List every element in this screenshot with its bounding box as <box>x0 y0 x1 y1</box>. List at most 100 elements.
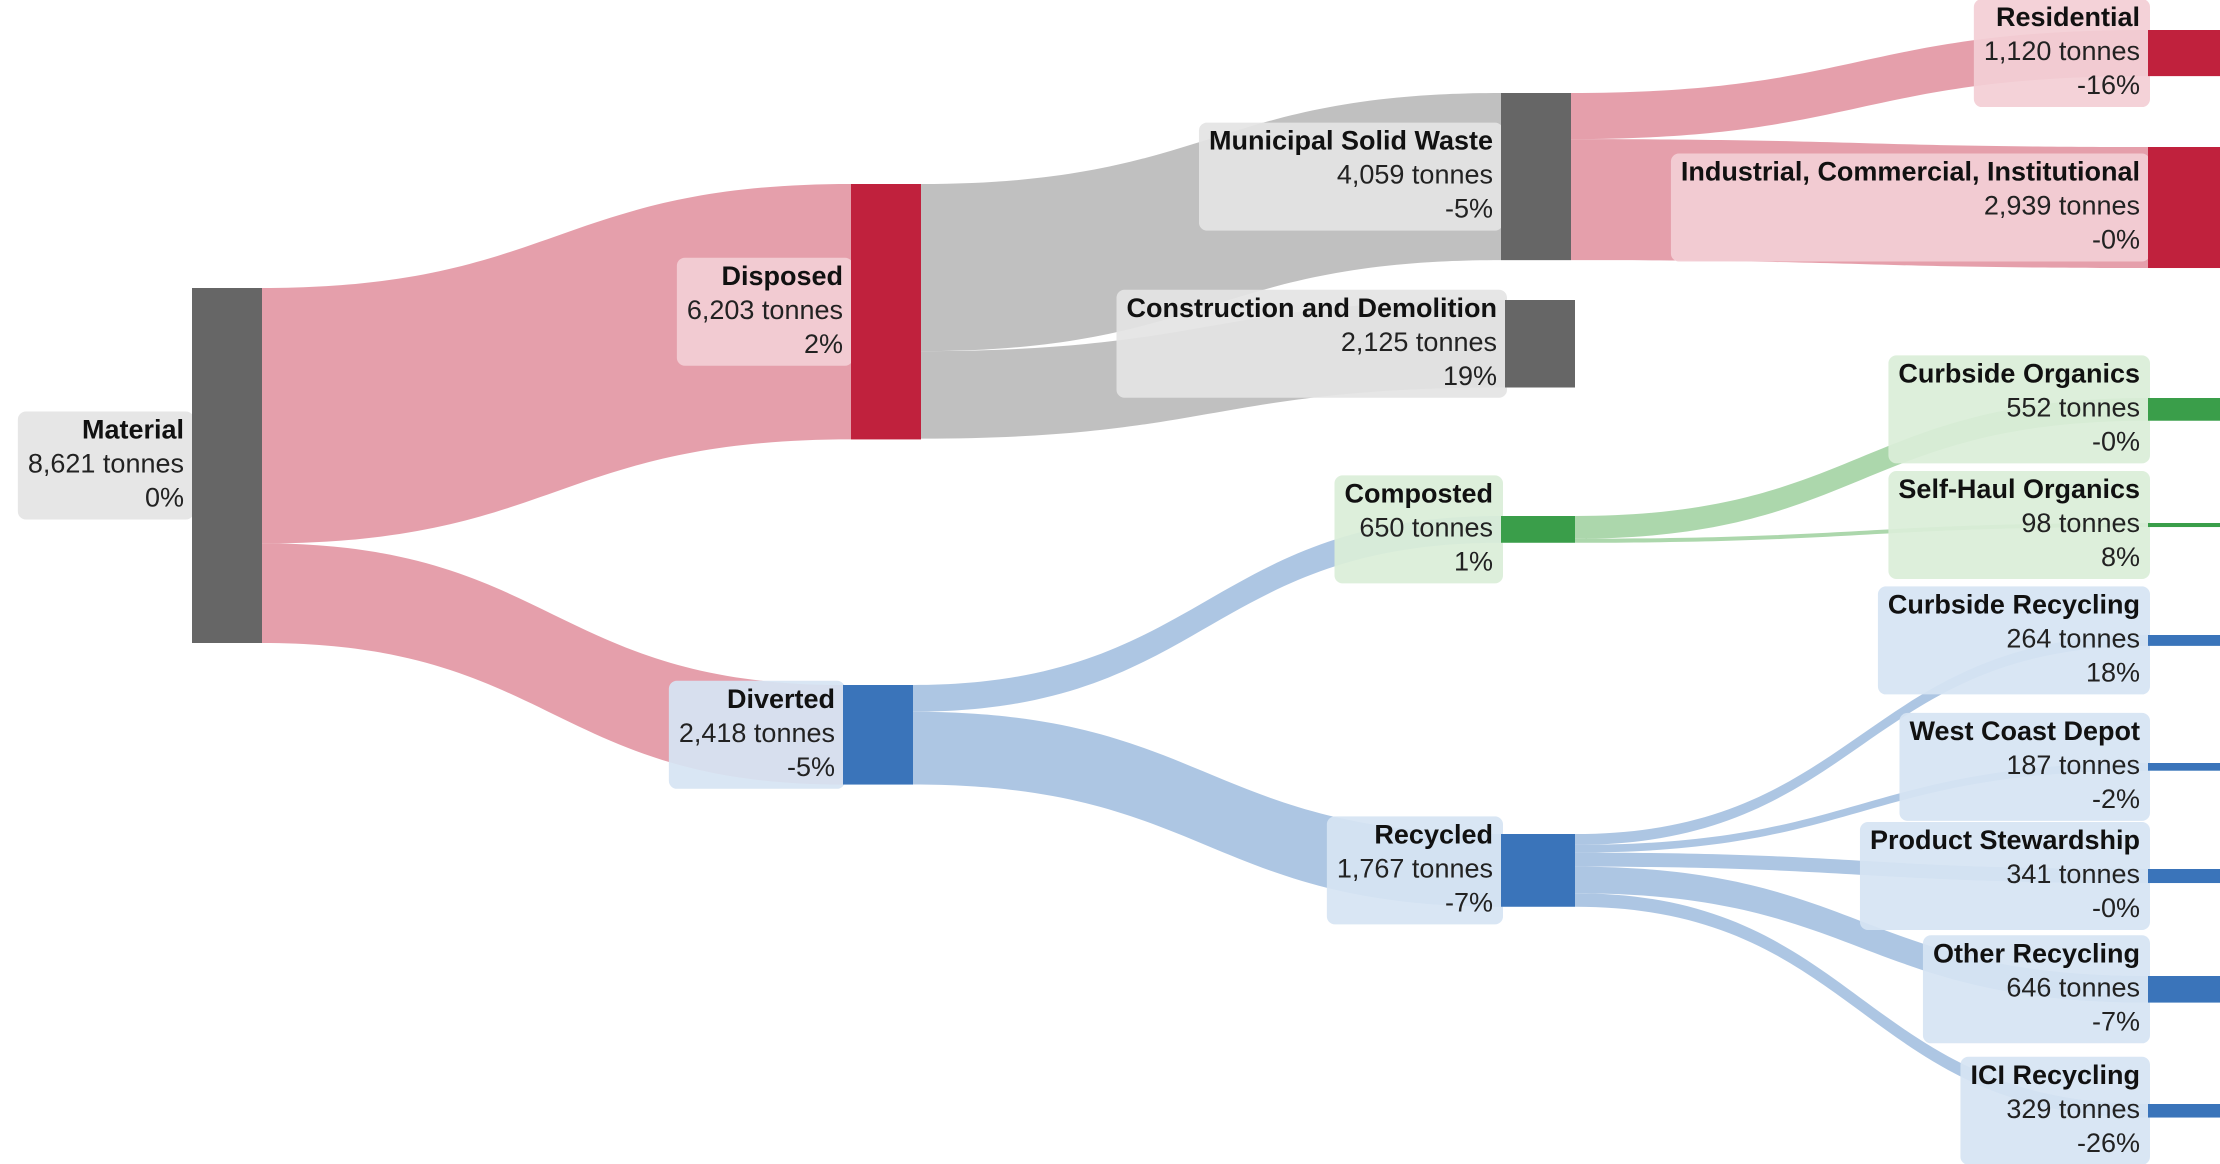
label-material: Material 8,621 tonnes 0% <box>17 411 194 520</box>
node-change: 2% <box>804 329 843 359</box>
node-value: 552 tonnes <box>2006 392 2140 422</box>
label-self_org: Self-Haul Organics 98 tonnes 8% <box>1888 471 2150 580</box>
node-disposed[interactable] <box>851 184 921 440</box>
labels-layer: Material 8,621 tonnes 0% Disposed 6,203 tonn… <box>17 0 2150 1164</box>
node-change: -2% <box>2092 784 2140 814</box>
node-change: -5% <box>1445 194 1493 224</box>
label-background <box>1859 822 2150 931</box>
label-background <box>1888 355 2150 464</box>
node-value: 2,418 tonnes <box>679 718 835 748</box>
label-msw: Municipal Solid Waste 4,059 tonnes -5% <box>1198 122 1503 231</box>
node-change: -16% <box>2077 70 2140 100</box>
label-background <box>1326 816 1503 925</box>
label-wcd: West Coast Depot 187 tonnes -2% <box>1899 712 2150 821</box>
node-change: -5% <box>787 752 835 782</box>
node-name: Curbside Recycling <box>1888 590 2140 620</box>
node-wcd[interactable] <box>2148 763 2220 771</box>
label-background <box>1899 712 2150 821</box>
label-ici_rec: ICI Recycling 329 tonnes -26% <box>1960 1056 2150 1164</box>
node-value: 1,120 tonnes <box>1984 36 2140 66</box>
node-diverted[interactable] <box>843 685 913 785</box>
link-recycled-to-ici_rec[interactable] <box>1575 893 2148 1118</box>
node-residential[interactable] <box>2148 30 2220 77</box>
node-change: -0% <box>2092 893 2140 923</box>
node-name: Residential <box>1996 2 2140 32</box>
node-change: -0% <box>2092 225 2140 255</box>
node-value: 8,621 tonnes <box>28 449 184 479</box>
node-value: 4,059 tonnes <box>1337 160 1493 190</box>
node-name: Product Stewardship <box>1870 825 2140 855</box>
node-material[interactable] <box>192 288 262 643</box>
label-background <box>1116 289 1507 398</box>
label-ici: Industrial, Commercial, Institutional 2,9… <box>1670 153 2150 262</box>
node-value: 2,939 tonnes <box>1984 191 2140 221</box>
node-value: 98 tonnes <box>2021 508 2140 538</box>
node-name: West Coast Depot <box>1909 716 2140 746</box>
node-name: Disposed <box>721 261 843 291</box>
label-background <box>1922 935 2150 1044</box>
node-name: Curbside Organics <box>1898 358 2140 388</box>
nodes-layer <box>192 30 2220 1118</box>
node-recycled[interactable] <box>1501 834 1575 907</box>
label-background <box>1888 471 2150 580</box>
node-change: -26% <box>2077 1128 2140 1158</box>
node-change: 0% <box>145 483 184 513</box>
label-background <box>676 257 853 366</box>
node-change: 19% <box>1443 361 1497 391</box>
node-name: Diverted <box>727 684 835 714</box>
label-background <box>1877 586 2150 695</box>
node-ici_rec[interactable] <box>2148 1104 2220 1118</box>
link-diverted-to-composted[interactable] <box>913 516 1501 712</box>
node-name: Self-Haul Organics <box>1898 474 2140 504</box>
node-change: 18% <box>2086 658 2140 688</box>
node-value: 187 tonnes <box>2006 750 2140 780</box>
node-name: ICI Recycling <box>1970 1060 2140 1090</box>
node-composted[interactable] <box>1501 516 1575 543</box>
node-ici[interactable] <box>2148 147 2220 269</box>
node-msw[interactable] <box>1501 93 1571 261</box>
label-background <box>1960 1056 2150 1164</box>
label-residential: Residential 1,120 tonnes -16% <box>1973 0 2150 108</box>
node-prod_stew[interactable] <box>2148 869 2220 884</box>
node-value: 329 tonnes <box>2006 1094 2140 1124</box>
node-name: Composted <box>1345 479 1494 509</box>
label-curb_org: Curbside Organics 552 tonnes -0% <box>1888 355 2150 464</box>
link-recycled-to-wcd[interactable] <box>1575 763 2148 853</box>
node-value: 6,203 tonnes <box>687 295 843 325</box>
link-recycled-to-curb_rec[interactable] <box>1575 635 2148 845</box>
label-background <box>1198 122 1503 231</box>
node-value: 264 tonnes <box>2006 624 2140 654</box>
node-curb_rec[interactable] <box>2148 635 2220 646</box>
node-change: 8% <box>2101 542 2140 572</box>
label-background <box>17 411 194 520</box>
node-name: Material <box>82 415 184 445</box>
node-value: 1,767 tonnes <box>1337 854 1493 884</box>
label-recycled: Recycled 1,767 tonnes -7% <box>1326 816 1503 925</box>
node-value: 646 tonnes <box>2006 972 2140 1002</box>
label-other_rec: Other Recycling 646 tonnes -7% <box>1922 935 2150 1044</box>
node-name: Other Recycling <box>1933 938 2140 968</box>
label-prod_stew: Product Stewardship 341 tonnes -0% <box>1859 822 2150 931</box>
label-background <box>1973 0 2150 108</box>
node-change: -7% <box>1445 888 1493 918</box>
node-change: -7% <box>2092 1006 2140 1036</box>
label-disposed: Disposed 6,203 tonnes 2% <box>676 257 853 366</box>
node-name: Industrial, Commercial, Institutional <box>1681 157 2140 187</box>
label-curb_rec: Curbside Recycling 264 tonnes 18% <box>1877 586 2150 695</box>
label-composted: Composted 650 tonnes 1% <box>1334 475 1503 584</box>
node-self_org[interactable] <box>2148 523 2220 528</box>
node-other_rec[interactable] <box>2148 976 2220 1003</box>
label-diverted: Diverted 2,418 tonnes -5% <box>668 680 845 789</box>
label-background <box>1670 153 2150 262</box>
label-background <box>1334 475 1503 584</box>
node-cnd[interactable] <box>1505 300 1575 388</box>
node-value: 650 tonnes <box>1359 513 1493 543</box>
node-value: 341 tonnes <box>2006 859 2140 889</box>
label-background <box>668 680 845 789</box>
node-change: 1% <box>1454 547 1493 577</box>
node-name: Recycled <box>1374 820 1493 850</box>
node-curb_org[interactable] <box>2148 398 2220 421</box>
label-cnd: Construction and Demolition 2,125 tonnes 1… <box>1116 289 1507 398</box>
node-name: Municipal Solid Waste <box>1209 126 1493 156</box>
